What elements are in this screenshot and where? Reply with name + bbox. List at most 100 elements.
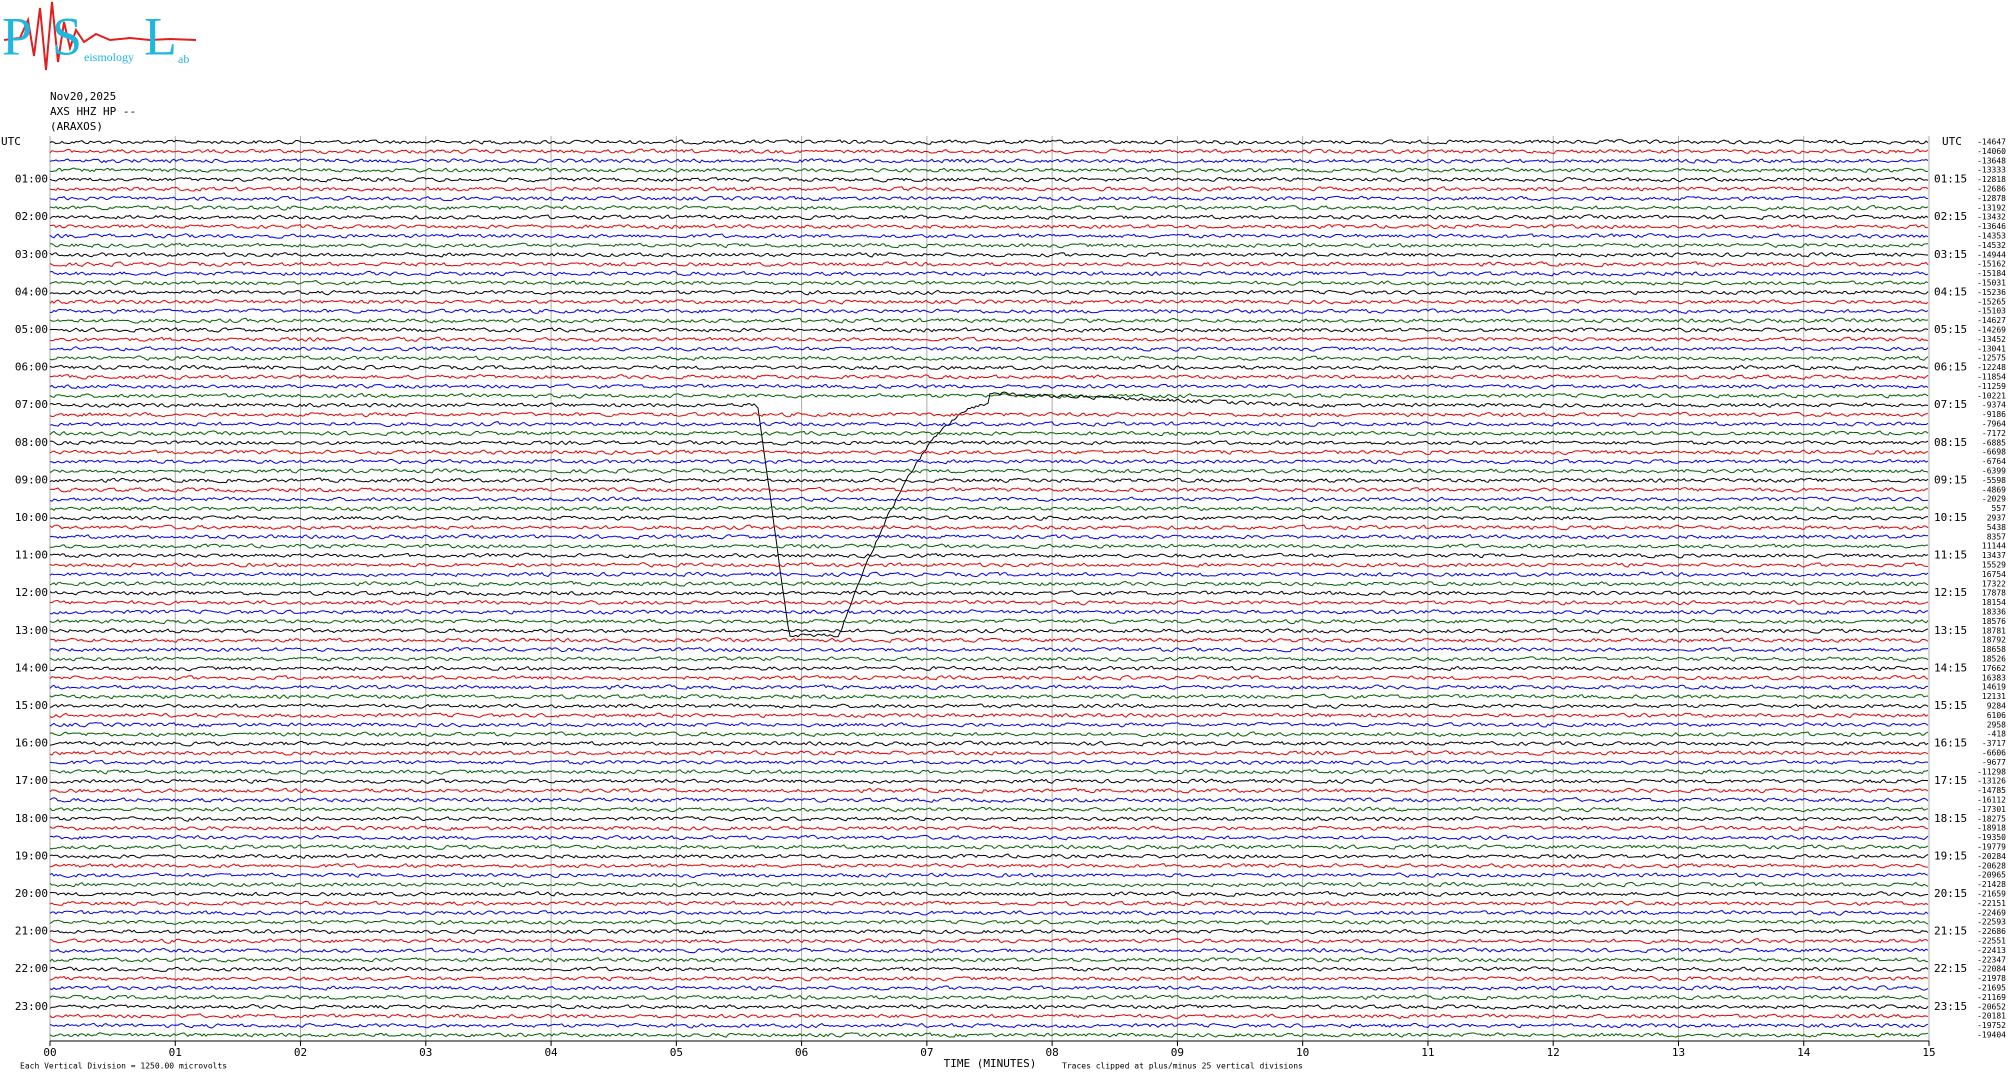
trace [49,195,1929,202]
logo-word: ab [178,52,189,66]
trace-offset: -19350 [1977,833,2006,842]
logo: P S L eismology ab [2,1,197,71]
trace [49,214,1929,221]
trace-offset: -14647 [1977,138,2006,147]
trace-offset: 557 [1992,504,2007,513]
trace-offset: 17878 [1982,589,2006,598]
trace [49,816,1929,822]
trace-offset: 18792 [1982,636,2006,645]
trace-offset: -14060 [1977,147,2006,156]
trace [49,270,1929,277]
trace [49,317,1929,324]
trace-offset: -22593 [1977,918,2006,927]
trace [49,580,1929,587]
trace-offset: 9284 [1987,702,2006,711]
trace-offset: -4869 [1982,485,2006,494]
trace [49,289,1929,296]
trace [49,158,1929,164]
row-label-left: 09:00 [15,473,48,486]
trace [50,308,1929,314]
row-label-left: 18:00 [15,812,48,825]
trace-offset: -7964 [1982,420,2006,429]
logo-letter: S [52,6,82,66]
trace [49,599,1929,606]
trace [49,853,1929,860]
trace [49,938,1929,944]
trace [49,712,1929,719]
trace-offset: -19404 [1977,1031,2006,1040]
trace-offset: -21695 [1977,984,2006,993]
trace [49,242,1929,249]
trace [49,919,1929,926]
trace-offset: -20652 [1977,1002,2006,1011]
row-label-right: 02:15 [1934,210,1967,223]
row-label-left: 06:00 [15,361,48,374]
trace-offset: -15103 [1977,307,2006,316]
trace-offset: -19779 [1977,843,2006,852]
trace-offset: -22551 [1977,937,2006,946]
trace [49,562,1929,568]
trace-offset: 12131 [1982,692,2006,701]
row-label-left: 04:00 [15,285,48,298]
trace [49,440,1929,446]
trace-offset: -22686 [1977,927,2006,936]
logo-wiggle [3,1,197,71]
trace-offset: -14532 [1977,241,2006,250]
trace-offset: -5598 [1982,476,2006,485]
trace [49,346,1929,352]
row-label-right: 20:15 [1934,887,1967,900]
trace [49,609,1929,615]
row-label-right: 13:15 [1934,624,1967,637]
right-axis-title: UTC [1942,135,1962,148]
trace-offset: -12878 [1977,194,2006,203]
trace [49,975,1929,982]
traces [49,139,1929,1038]
trace [49,167,1929,173]
x-tick-label: 03 [419,1046,432,1059]
trace [49,411,1929,418]
trace-offset: -21659 [1977,890,2006,899]
logo-word: eismology [84,50,134,64]
trace-offset: -14944 [1977,250,2006,259]
row-label-left: 20:00 [15,887,48,900]
trace-offset: -20628 [1977,861,2006,870]
trace [49,797,1929,803]
trace-offset: -21428 [1977,880,2006,889]
trace [49,806,1929,813]
row-label-right: 04:15 [1934,285,1967,298]
row-label-left: 10:00 [15,511,48,524]
trace [49,374,1929,380]
x-tick-label: 13 [1672,1046,1685,1059]
row-label-right: 16:15 [1934,737,1967,750]
trace [49,176,1929,183]
trace [49,148,1929,155]
trace-offset: -22469 [1977,908,2006,917]
scale-note: Each Vertical Division = 1250.00 microvo… [20,1062,227,1071]
trace-offset: -6399 [1982,467,2006,476]
trace-offset: -13648 [1977,156,2006,165]
trace [49,391,1929,638]
trace [49,364,1929,371]
row-label-left: 11:00 [15,549,48,562]
trace-offset: -16112 [1977,796,2006,805]
trace [49,468,1929,474]
trace [49,966,1929,973]
trace [49,383,1929,390]
trace [49,618,1929,625]
row-label-right: 05:15 [1934,323,1967,336]
trace-offset: -6764 [1982,457,2006,466]
trace [49,703,1929,709]
trace [49,740,1929,747]
trace [49,843,1929,850]
trace [49,505,1929,512]
trace [49,646,1929,653]
trace [49,223,1929,230]
x-tick-label: 11 [1421,1046,1434,1059]
trace-offset: -14785 [1977,786,2006,795]
row-label-right: 21:15 [1934,925,1967,938]
trace [49,477,1929,484]
row-label-left: 17:00 [15,774,48,787]
x-tick-label: 10 [1296,1046,1309,1059]
trace [49,627,1929,634]
